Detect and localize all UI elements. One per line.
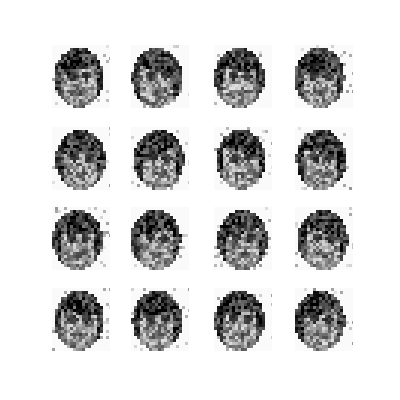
sample-image [131, 207, 189, 270]
sample-image [52, 207, 110, 270]
sample-tile [52, 45, 110, 108]
sample-tile [295, 127, 353, 190]
sample-image [214, 45, 272, 108]
sample-image [52, 288, 110, 351]
sample-image [52, 127, 110, 190]
sample-image [295, 45, 353, 108]
sample-image [131, 288, 189, 351]
sample-image [214, 288, 272, 351]
sample-tile [295, 288, 353, 351]
sample-image [52, 45, 110, 108]
sample-image [131, 127, 189, 190]
sample-tile [131, 288, 189, 351]
sample-tile [214, 45, 272, 108]
sample-image [131, 45, 189, 108]
sample-tile [214, 288, 272, 351]
sample-image [295, 288, 353, 351]
sample-image [295, 207, 353, 270]
sample-tile [52, 207, 110, 270]
sample-tile [131, 127, 189, 190]
sample-tile [52, 127, 110, 190]
sample-image [214, 127, 272, 190]
sample-image [214, 207, 272, 270]
sample-tile [214, 127, 272, 190]
sample-tile [295, 207, 353, 270]
sample-tile [131, 45, 189, 108]
sample-tile [52, 288, 110, 351]
sample-image [295, 127, 353, 190]
sample-tile [214, 207, 272, 270]
sample-tile [131, 207, 189, 270]
sample-tile [295, 45, 353, 108]
